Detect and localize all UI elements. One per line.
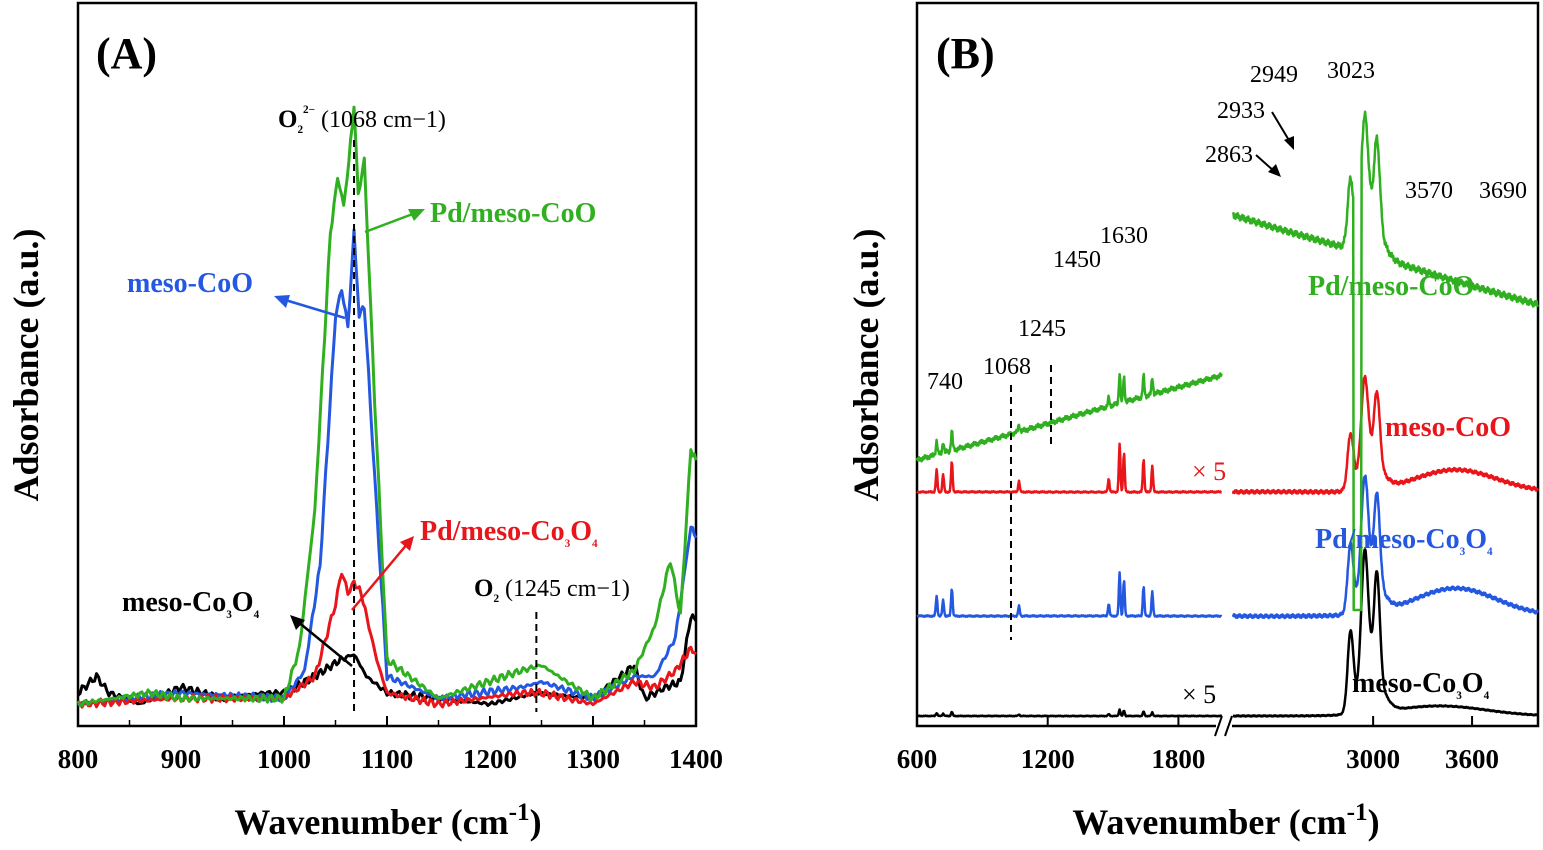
series-b-meso-coo-seg1 <box>1231 374 1539 496</box>
label-b-meso-co3o4: meso-Co3O4 <box>1352 668 1490 702</box>
series-b-meso-co3o4-seg0 <box>916 708 1223 718</box>
arrow-a-pd-meso-co3o4 <box>351 542 409 611</box>
panel-b-label: (B) <box>936 29 995 78</box>
tick-label-a: 800 <box>58 744 99 774</box>
panel-b-series <box>915 110 1539 718</box>
arrowhead-a-pd-meso-co3o4 <box>400 536 414 551</box>
panel-b-x-ticks: 600 1200 1800 3000 3600 <box>897 716 1499 774</box>
panel-b: (B) 600 1200 1800 3000 3600 740 1068 1245 14… <box>846 1 1540 842</box>
peak-2949: 2949 <box>1250 62 1298 88</box>
arrow-a-meso-co3o4 <box>296 620 353 667</box>
panel-b-x-title: Wavenumber (cm-1) <box>1072 799 1379 842</box>
marker-label-o2: O2 (1245 cm−1) <box>474 575 630 605</box>
tick-label-b: 3600 <box>1445 744 1499 774</box>
tick-label-b: 1200 <box>1021 744 1075 774</box>
tick-label-b: 1800 <box>1151 744 1205 774</box>
peak-3023: 3023 <box>1327 58 1375 84</box>
panel-a-y-title: Adsorbance (a.u.) <box>6 228 46 501</box>
label-a-pd-meso-coo: Pd/meso-CoO <box>430 198 596 229</box>
label-b-pd-meso-coo: Pd/meso-CoO <box>1308 271 1474 302</box>
panel-b-y-title: Adsorbance (a.u.) <box>846 228 886 501</box>
arrowhead-2863 <box>1268 164 1281 177</box>
peak-1245: 1245 <box>1018 316 1066 342</box>
series-b-meso-co3o4-seg1 <box>1232 548 1539 718</box>
axis-break-mark-1 <box>1214 715 1223 737</box>
label-a-pd-meso-co3o4: Pd/meso-Co3O4 <box>420 516 598 550</box>
arrowhead-a-meso-coo <box>274 295 290 308</box>
series-b-pd-meso-co3o4-seg0 <box>916 571 1223 619</box>
axis-break-mark-2 <box>1224 715 1233 737</box>
peak-2933: 2933 <box>1217 98 1265 124</box>
series-a-meso-coo <box>76 228 698 707</box>
tick-label-b: 600 <box>897 744 938 774</box>
tick-label-b: 3000 <box>1346 744 1400 774</box>
scale-note-black: × 5 <box>1182 680 1216 709</box>
series-a-pd-meso-coo <box>76 105 698 707</box>
label-a-meso-coo: meso-CoO <box>127 268 253 299</box>
panel-a-x-ticks: 800 900 1000 1100 1200 1300 1400 <box>58 716 723 774</box>
peak-740: 740 <box>927 369 963 395</box>
arrowhead-2933 <box>1284 136 1294 150</box>
series-b-meso-coo-seg0 <box>916 442 1223 495</box>
tick-label-a: 900 <box>161 744 202 774</box>
label-b-meso-coo: meso-CoO <box>1385 412 1511 443</box>
tick-label-a: 1000 <box>257 744 311 774</box>
peak-2863: 2863 <box>1205 142 1253 168</box>
arrowhead-a-pd-meso-coo <box>408 209 425 221</box>
marker-label-peroxide: O22− (1068 cm−1) <box>278 104 446 136</box>
tick-label-a: 1400 <box>669 744 723 774</box>
arrowhead-a-meso-co3o4 <box>290 615 305 630</box>
peak-1630: 1630 <box>1100 223 1148 249</box>
panel-a-series <box>76 105 698 709</box>
arrow-a-meso-coo <box>281 297 346 320</box>
scale-note-red: × 5 <box>1192 457 1226 486</box>
arrow-2933 <box>1271 111 1291 143</box>
peak-1068: 1068 <box>983 354 1031 380</box>
peak-1450: 1450 <box>1053 247 1101 273</box>
label-b-pd-meso-co3o4: Pd/meso-Co3O4 <box>1315 524 1493 558</box>
series-b-pd-meso-coo-seg1 <box>1231 110 1539 612</box>
arrow-a-pd-meso-coo <box>364 210 419 234</box>
tick-label-a: 1100 <box>361 744 414 774</box>
panel-a: (A) 800 900 1000 1100 1200 1300 1400 O22− (1068… <box>6 1 723 842</box>
series-b-pd-meso-coo-seg0 <box>915 372 1223 463</box>
tick-label-a: 1300 <box>566 744 620 774</box>
series-b-pd-meso-co3o4-seg1 <box>1231 474 1539 620</box>
peak-3690: 3690 <box>1479 178 1527 204</box>
label-a-meso-co3o4: meso-Co3O4 <box>122 587 260 621</box>
tick-label-a: 1200 <box>463 744 517 774</box>
peak-3570: 3570 <box>1405 178 1453 204</box>
panel-a-x-title: Wavenumber (cm-1) <box>234 799 541 842</box>
panel-a-label: (A) <box>96 29 157 78</box>
